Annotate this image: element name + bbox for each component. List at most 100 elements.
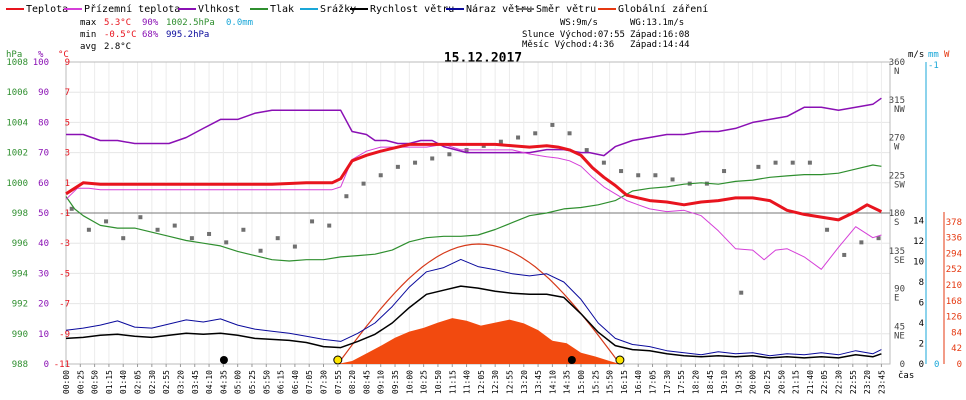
wind-direction-point <box>636 173 641 178</box>
radiation-tick: 294 <box>946 249 962 259</box>
x-tick-label: 05:50 <box>262 370 271 394</box>
series-gust <box>65 258 882 357</box>
stat-max-temp: 5.3°C <box>104 18 131 28</box>
wind-speed-tick: 10 <box>913 258 924 268</box>
stat-avg-temp: 2.8°C <box>104 42 131 52</box>
x-tick-label: 23:20 <box>863 370 872 394</box>
temperature-tick: 5 <box>65 118 70 128</box>
wind-direction-point <box>69 206 74 211</box>
wind-direction-tick: 0 <box>900 360 905 370</box>
wind-direction-point <box>378 173 383 178</box>
x-tick-label: 11:15 <box>448 370 457 394</box>
radiation-tick: 0 <box>957 360 962 370</box>
wind-direction-point <box>258 248 263 253</box>
x-tick-label: 17:05 <box>649 370 658 394</box>
wind-speed-tick: 2 <box>919 340 924 350</box>
humidity-tick: 70 <box>38 149 49 159</box>
legend-label: Náraz větru <box>466 3 532 15</box>
x-tick-label: 21:15 <box>792 370 801 394</box>
wind-direction-point <box>739 290 744 295</box>
chart-title: 15.12.2017 <box>444 51 522 66</box>
wind-direction-point <box>447 152 452 157</box>
x-tick-label: 11:40 <box>463 370 472 394</box>
x-tick-label: 03:45 <box>191 370 200 394</box>
pressure-tick: 992 <box>12 300 28 310</box>
x-tick-label: 14:35 <box>563 370 572 394</box>
x-axis-ticks: 00:00 00:25 00:50 01:15 01:40 02:05 02:30 02:55… <box>62 364 886 394</box>
wind-direction-label: S <box>894 218 899 228</box>
x-tick-label: 06:15 <box>277 370 286 394</box>
wind-direction-point <box>86 227 91 232</box>
x-tick-label: 20:50 <box>777 370 786 394</box>
wind-direction-point <box>104 219 109 224</box>
wind-direction-point <box>516 135 521 140</box>
stat-min-press: 995.2hPa <box>166 30 209 40</box>
x-tick-label: 10:25 <box>420 370 429 394</box>
wind-direction-label: NE <box>894 331 905 341</box>
x-tick-label: 22:05 <box>820 370 829 394</box>
radiation-tick: 336 <box>946 234 962 244</box>
wind-direction-point <box>430 156 435 161</box>
wind-direction-point <box>653 173 658 178</box>
wind-direction-point <box>584 148 589 153</box>
x-tick-label: 02:05 <box>134 370 143 394</box>
wind-speed-tick: 14 <box>913 217 924 227</box>
wind-direction-tick: 180 <box>889 209 905 219</box>
x-tick-label: 17:30 <box>663 370 672 394</box>
grid <box>65 61 891 365</box>
wind-direction-point <box>550 122 555 127</box>
x-tick-label: 16:15 <box>620 370 629 394</box>
legend-label: Vlhkost <box>198 4 240 15</box>
stat-max-hum: 90% <box>142 18 159 28</box>
humidity-tick: 90 <box>38 88 49 98</box>
wind-direction-point <box>773 160 778 165</box>
pressure-tick: 1000 <box>6 179 28 189</box>
humidity-tick: 0 <box>44 360 49 370</box>
temperature-tick: 1 <box>65 179 70 189</box>
wind-direction-point <box>292 244 297 249</box>
temperature-tick: 3 <box>65 149 70 159</box>
pressure-tick: 1008 <box>6 58 28 68</box>
x-tick-label: 09:35 <box>391 370 400 394</box>
wind-direction-point <box>413 160 418 165</box>
wind-speed-tick: 4 <box>919 319 924 329</box>
humidity-tick: 40 <box>38 239 49 249</box>
x-tick-label: 20:00 <box>749 370 758 394</box>
x-tick-label: 20:25 <box>763 370 772 394</box>
stat-sun-set: Západ:16:08 <box>630 30 690 40</box>
temperature-tick: -11 <box>54 360 70 370</box>
x-axis-label: čas <box>898 370 914 381</box>
temperature-tick: 7 <box>65 88 70 98</box>
humidity-tick: 30 <box>38 269 49 279</box>
wind-direction-point <box>842 252 847 257</box>
rain-tick: -1 <box>928 61 939 71</box>
x-tick-label: 07:30 <box>320 370 329 394</box>
radiation-tick: 168 <box>946 297 962 307</box>
humidity-tick: 60 <box>38 179 49 189</box>
wind-direction-tick: 315 <box>889 96 905 106</box>
x-tick-label: 15:25 <box>591 370 600 394</box>
x-tick-label: 08:45 <box>362 370 371 394</box>
x-tick-label: 18:20 <box>691 370 700 394</box>
wind-direction-tick: 90 <box>894 285 905 295</box>
legend-label: Srážky <box>320 3 356 15</box>
wind-direction-point <box>670 177 675 182</box>
wind-direction-tick: 225 <box>889 171 905 181</box>
wind-direction-point <box>756 164 761 169</box>
stat-wg: WG:13.1m/s <box>630 18 684 28</box>
wind-direction-point <box>498 139 503 144</box>
x-tick-label: 22:30 <box>835 370 844 394</box>
temperature-tick: -7 <box>59 300 70 310</box>
wind-direction-point <box>722 169 727 174</box>
x-tick-label: 02:30 <box>148 370 157 394</box>
wind-direction-point <box>533 131 538 136</box>
wind-direction-point <box>567 131 572 136</box>
wind-direction-point <box>310 219 315 224</box>
temperature-tick: -5 <box>59 269 70 279</box>
x-tick-label: 21:40 <box>806 370 815 394</box>
wind-direction-tick: 270 <box>889 134 905 144</box>
stat-max-rain: 0.0mm <box>226 18 253 28</box>
x-tick-label: 05:00 <box>234 370 243 394</box>
